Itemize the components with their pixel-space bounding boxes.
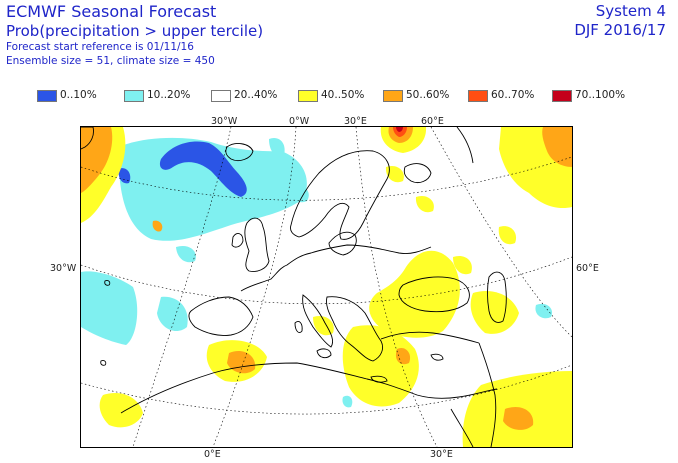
gridlabel-right-60e: 60°E — [576, 263, 599, 274]
gridlabel-top-30w: 30°W — [211, 116, 238, 127]
white-sea-coast — [403, 163, 432, 184]
east-cyan-patch — [535, 303, 553, 319]
cyprus — [430, 353, 444, 361]
legend-label: 50..60% — [406, 89, 450, 101]
baltic-coast — [328, 231, 357, 256]
aegean-yellow — [342, 325, 419, 407]
balkans-coast — [326, 296, 384, 362]
west-atlantic-cyan-area — [81, 271, 138, 345]
azores — [104, 280, 111, 286]
map-title: ECMWF Seasonal Forecast — [6, 2, 217, 21]
legend-swatch — [37, 90, 57, 102]
gridlabel-top-0w: 0°W — [289, 116, 310, 127]
map-subtitle: Prob(precipitation > upper tercile) — [6, 22, 264, 40]
meridian-30e — [355, 127, 438, 447]
greenland-coast — [81, 127, 94, 150]
britain-coast — [244, 217, 270, 272]
legend-label: 60..70% — [491, 89, 535, 101]
iberia-coast — [188, 296, 254, 336]
north-africa-coast — [120, 362, 498, 414]
crete — [370, 375, 388, 383]
canaries — [100, 360, 107, 366]
legend-swatch — [552, 90, 572, 102]
north-sea-cyan-patch — [290, 185, 309, 203]
coastlines — [81, 127, 507, 447]
med-cyan-patch — [342, 395, 353, 408]
season-label: DJF 2016/17 — [574, 21, 666, 39]
east-europe-yellow — [415, 195, 434, 213]
gridlabel-top-60e: 60°E — [421, 116, 444, 127]
ural-yellow — [498, 226, 517, 245]
legend-swatch — [383, 90, 403, 102]
legend-label: 70..100% — [575, 89, 626, 101]
legend-label: 40..50% — [321, 89, 365, 101]
italy-coast — [302, 294, 334, 348]
iberia-cyan-patch — [157, 296, 188, 332]
forecast-start-reference: Forecast start reference is 01/11/16 — [6, 41, 194, 53]
levant-coast — [478, 342, 497, 447]
prob-60-70-areas — [393, 127, 407, 137]
caspian-coast — [487, 271, 507, 323]
caspian-yellow — [470, 291, 519, 334]
sahara-yellow — [99, 393, 143, 428]
novaya-zemlya — [456, 127, 474, 164]
russia-yellow-2 — [453, 255, 472, 275]
legend-swatch — [124, 90, 144, 102]
red-sea-coast — [450, 408, 474, 447]
system-label: System 4 — [595, 2, 666, 20]
legend-swatch — [298, 90, 318, 102]
balkans-yellow — [369, 250, 460, 338]
legend-label: 20..40% — [234, 89, 278, 101]
central-med-yellow — [313, 315, 334, 336]
russia-orange — [542, 127, 572, 167]
gridlabel-bottom-0e: 0°E — [204, 449, 221, 460]
iceland-coast — [225, 143, 254, 162]
meridian-30w — [132, 127, 232, 447]
gridlabel-top-30e: 30°E — [344, 116, 367, 127]
legend-label: 0..10% — [60, 89, 97, 101]
scandinavia-coast — [290, 150, 390, 240]
barents-red — [393, 127, 407, 137]
gridlabel-bottom-30e: 30°E — [430, 449, 453, 460]
black-sea-coast — [398, 276, 470, 313]
prob-70-100-areas — [396, 127, 403, 132]
ensemble-size: Ensemble size = 51, climate size = 450 — [6, 55, 215, 67]
atlantic-orange-spot — [152, 220, 163, 232]
atlantic-blue-spot — [118, 168, 131, 184]
uk-cyan-patch — [269, 137, 285, 157]
legend-swatch — [468, 90, 488, 102]
probability-map — [80, 126, 573, 448]
meridian-60e — [430, 127, 572, 338]
barents-darkred — [396, 127, 403, 132]
midatlantic-cyan-patch — [176, 245, 196, 263]
sicily — [316, 348, 332, 359]
turkey-coast — [380, 331, 480, 344]
prob-0-10-areas — [118, 141, 247, 197]
map-canvas — [81, 127, 572, 447]
middle-east-orange — [503, 406, 534, 430]
iceland-blue-band — [159, 141, 247, 197]
europe-coast — [240, 244, 432, 292]
ireland-coast — [231, 233, 244, 248]
greece-orange — [395, 347, 411, 365]
legend-label: 10..20% — [147, 89, 191, 101]
meridian-0 — [212, 127, 297, 447]
sardinia — [294, 320, 303, 334]
legend-swatch — [211, 90, 231, 102]
gridlabel-left-30w: 30°W — [50, 263, 77, 274]
finland-yellow — [385, 165, 404, 183]
